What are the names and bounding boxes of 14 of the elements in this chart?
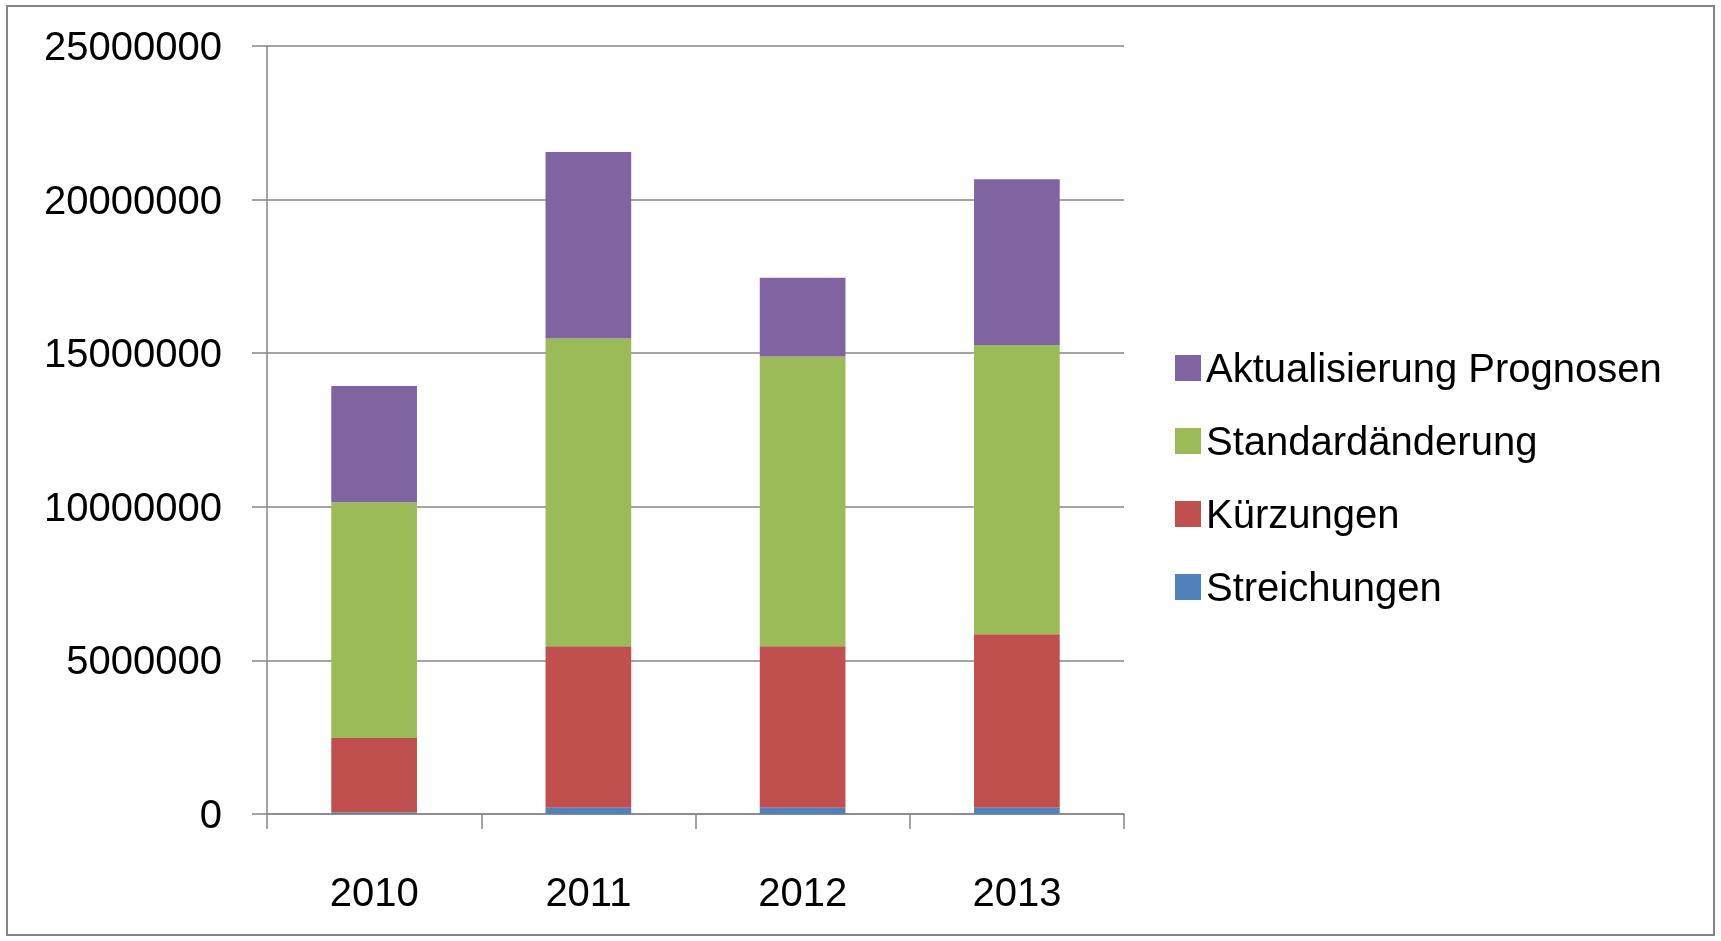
- legend-label: Streichungen: [1206, 565, 1442, 609]
- x-tick-label: 2010: [329, 870, 419, 914]
- y-tick-label: 15000000: [44, 331, 222, 376]
- x-tick-label: 2011: [545, 870, 632, 914]
- legend-label: Aktualisierung Prognosen: [1206, 346, 1662, 390]
- y-tick-label: 20000000: [44, 177, 222, 222]
- y-tick-label: 5000000: [66, 638, 222, 683]
- x-tick-label: 2012: [758, 870, 848, 914]
- y-tick-label: 0: [199, 792, 222, 836]
- legend-label: Kürzungen: [1206, 492, 1400, 536]
- legend-label: Standardänderung: [1206, 419, 1538, 463]
- y-tick-label: 10000000: [44, 484, 222, 529]
- x-tick-label: 2013: [972, 870, 1062, 914]
- y-tick-label: 25000000: [44, 24, 222, 68]
